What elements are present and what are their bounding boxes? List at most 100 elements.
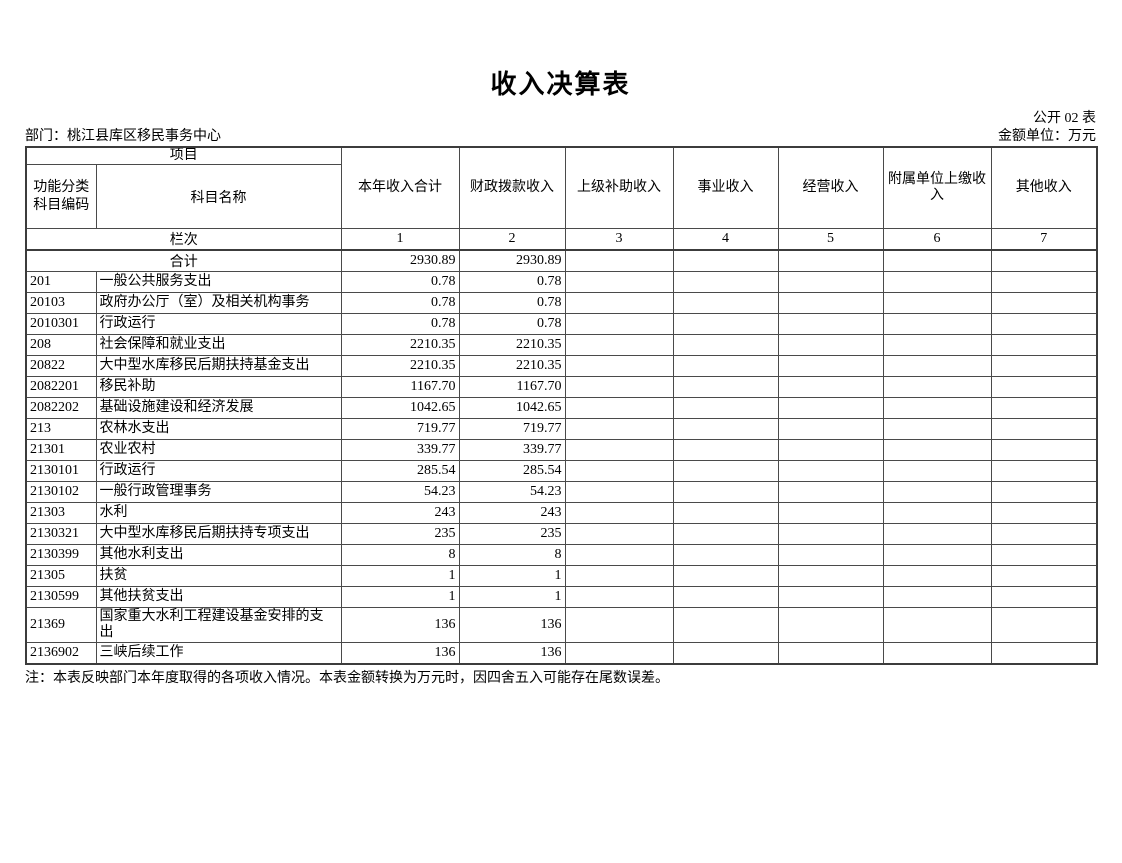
row-value [564,292,674,314]
row-value: 2210.35 [340,334,460,356]
table-row: 201 一般公共服务支出 0.78 0.78 [25,271,1098,293]
doc-label: 公开 02 表 [1033,111,1096,126]
row-value: 0.78 [458,313,566,335]
row-name: 农业农村 [95,439,342,461]
table-row: 21305 扶贫 1 1 [25,565,1098,587]
row-name: 其他水利支出 [95,544,342,566]
row-code: 20822 [25,355,97,377]
row-value [564,397,674,419]
row-name: 国家重大水利工程建设基金安排的支出 [95,607,342,643]
row-value: 235 [458,523,566,545]
header-subject-name: 科目名称 [95,164,342,229]
row-value [882,355,992,377]
row-value: 339.77 [458,439,566,461]
row-value [672,439,779,461]
row-name: 行政运行 [95,313,342,335]
total-value [564,249,674,272]
header-col-current-total: 本年收入合计 [340,146,460,229]
row-code: 208 [25,334,97,356]
row-value [672,607,779,643]
table-row: 21369 国家重大水利工程建设基金安排的支出 136 136 [25,607,1098,643]
row-value [564,642,674,664]
row-value: 0.78 [340,313,460,335]
row-value [672,460,779,482]
row-value [990,607,1098,643]
row-value [882,271,992,293]
table-row: 2136902 三峡后续工作 136 136 [25,642,1098,664]
row-code: 2082202 [25,397,97,419]
row-value [777,607,884,643]
row-value [882,544,992,566]
footnote: 注：本表反映部门本年度取得的各项收入情况。本表金额转换为万元时，因四舍五入可能存… [25,670,669,686]
table-row: 2130599 其他扶贫支出 1 1 [25,586,1098,608]
column-index: 2 [458,228,566,251]
row-value [990,523,1098,545]
header-col-other-income: 其他收入 [990,146,1098,229]
total-value [882,249,992,272]
row-name: 一般行政管理事务 [95,481,342,503]
row-value: 136 [340,642,460,664]
row-value [564,586,674,608]
row-value: 235 [340,523,460,545]
total-value [672,249,779,272]
row-value [564,460,674,482]
row-value [672,565,779,587]
row-value [777,334,884,356]
table-row: 2010301 行政运行 0.78 0.78 [25,313,1098,335]
row-name: 政府办公厅（室）及相关机构事务 [95,292,342,314]
row-value [672,271,779,293]
total-value [777,249,884,272]
row-value [777,271,884,293]
row-value: 285.54 [458,460,566,482]
table-row: 2130101 行政运行 285.54 285.54 [25,460,1098,482]
row-value [990,355,1098,377]
row-value [990,544,1098,566]
total-value: 2930.89 [340,249,460,272]
row-value [564,355,674,377]
row-value: 1 [340,565,460,587]
row-value [990,642,1098,664]
row-value: 1167.70 [458,376,566,398]
row-value [564,376,674,398]
row-code: 2130321 [25,523,97,545]
row-value [777,439,884,461]
row-name: 一般公共服务支出 [95,271,342,293]
row-value [882,313,992,335]
row-code: 2130399 [25,544,97,566]
row-value [777,292,884,314]
column-index: 1 [340,228,460,251]
table-body: 合计 2930.89 2930.89 201 一般公共服务支出 0.78 0.78 20103… [25,249,1098,664]
row-value [882,334,992,356]
row-value: 285.54 [340,460,460,482]
row-value [564,523,674,545]
column-index-label: 栏次 [25,228,342,251]
row-value [990,418,1098,440]
row-value [882,607,992,643]
table-row: 2130102 一般行政管理事务 54.23 54.23 [25,481,1098,503]
row-value [672,334,779,356]
header-row-project: 项目 本年收入合计 财政拨款收入 上级补助收入 事业收入 经营收入 附属单位上缴… [25,146,1098,229]
row-value [672,502,779,524]
row-value: 0.78 [458,271,566,293]
department-label: 部门：桃江县库区移民事务中心 [25,129,221,144]
column-index: 5 [777,228,884,251]
header-col-fiscal-appropriation: 财政拨款收入 [458,146,566,229]
row-value: 1042.65 [458,397,566,419]
row-name: 基础设施建设和经济发展 [95,397,342,419]
column-index: 4 [672,228,779,251]
row-value [672,544,779,566]
row-value: 1 [458,586,566,608]
row-value [990,376,1098,398]
row-value [882,418,992,440]
table-row: 208 社会保障和就业支出 2210.35 2210.35 [25,334,1098,356]
row-value [564,313,674,335]
row-value [564,334,674,356]
row-value [672,292,779,314]
row-code: 21305 [25,565,97,587]
row-value: 2210.35 [458,334,566,356]
row-value [882,523,992,545]
row-value [564,439,674,461]
header-col-subordinate-remittance: 附属单位上缴收入 [882,146,992,229]
row-name: 移民补助 [95,376,342,398]
row-value [672,418,779,440]
